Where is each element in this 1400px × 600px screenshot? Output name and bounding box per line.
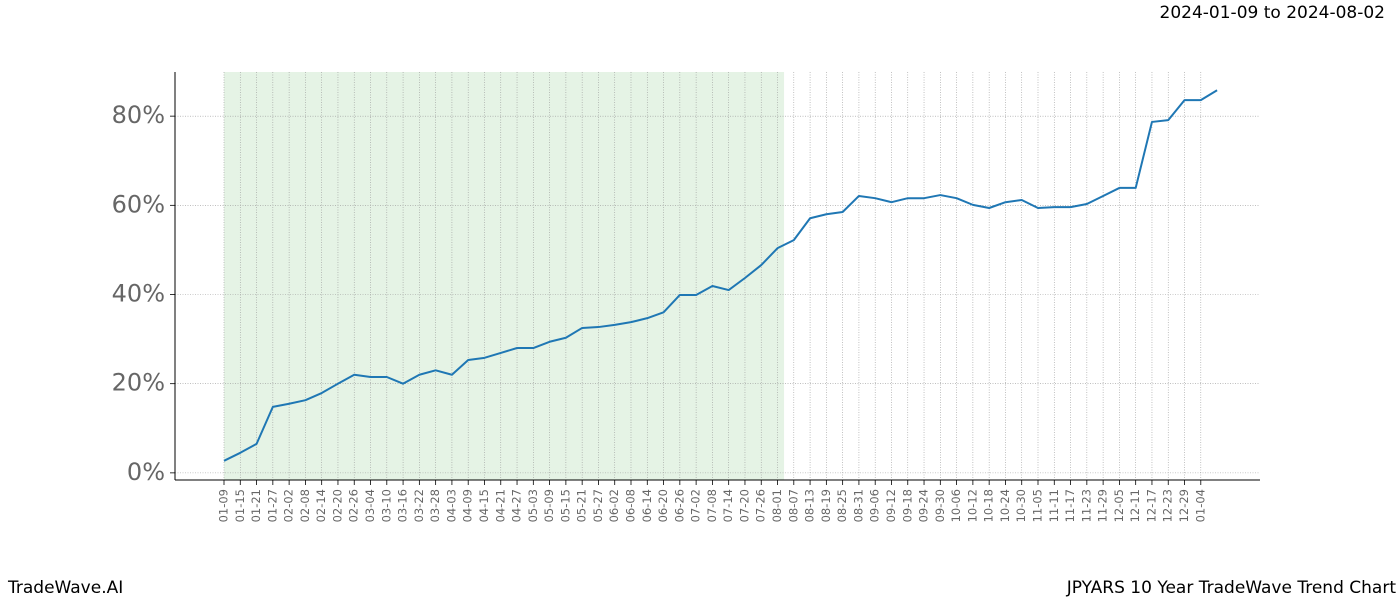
x-tick-label: 05-15: [558, 489, 572, 522]
x-tick-label: 11-05: [1031, 489, 1045, 522]
x-tick-label: 12-29: [1177, 489, 1191, 522]
x-tick-label: 10-18: [982, 489, 996, 522]
x-tick-label: 09-18: [900, 489, 914, 522]
x-tick-label: 12-17: [1144, 489, 1158, 522]
x-tick-label: 11-23: [1079, 489, 1093, 522]
x-tick-label: 04-03: [444, 489, 458, 522]
x-tick-label: 12-23: [1161, 489, 1175, 522]
x-tick-label: 01-21: [249, 489, 263, 522]
x-tick-label: 03-22: [412, 489, 426, 522]
x-tick-label: 07-20: [737, 489, 751, 522]
x-tick-label: 12-05: [1112, 489, 1126, 522]
x-tick-label: 05-03: [526, 489, 540, 522]
x-tick-label: 05-21: [575, 489, 589, 522]
x-tick-label: 02-20: [330, 489, 344, 522]
y-tick-label: 20%: [112, 369, 165, 397]
x-tick-label: 11-29: [1096, 489, 1110, 522]
x-tick-label: 10-06: [949, 489, 963, 522]
x-tick-label: 10-12: [965, 489, 979, 522]
x-tick-label: 02-08: [298, 489, 312, 522]
x-tick-label: 04-21: [493, 489, 507, 522]
x-tick-label: 04-09: [461, 489, 475, 522]
x-tick-label: 05-09: [542, 489, 556, 522]
x-tick-label: 02-14: [314, 489, 328, 522]
chart-subtitle: 2024-01-09 to 2024-08-02: [1160, 3, 1385, 23]
x-tick-label: 11-11: [1047, 489, 1061, 522]
x-tick-label: 07-26: [754, 489, 768, 522]
x-tick-label: 03-28: [428, 489, 442, 522]
x-tick-label: 01-04: [1193, 489, 1207, 522]
x-tick-label: 07-02: [689, 489, 703, 522]
x-tick-label: 04-15: [477, 489, 491, 522]
x-tick-label: 08-13: [803, 489, 817, 522]
x-tick-label: 05-27: [591, 489, 605, 522]
x-tick-label: 06-26: [672, 489, 686, 522]
x-tick-label: 08-25: [835, 489, 849, 522]
x-tick-label: 01-09: [217, 489, 231, 522]
y-tick-label: 80%: [112, 101, 165, 129]
y-tick-label: 0%: [127, 458, 165, 486]
x-tick-label: 04-27: [510, 489, 524, 522]
x-tick-label: 10-30: [1014, 489, 1028, 522]
x-tick-label: 09-30: [933, 489, 947, 522]
x-tick-label: 01-27: [265, 489, 279, 522]
y-tick-label: 60%: [112, 190, 165, 218]
x-tick-label: 02-02: [282, 489, 296, 522]
x-tick-label: 10-24: [998, 489, 1012, 522]
x-tick-label: 09-12: [884, 489, 898, 522]
x-tick-label: 09-24: [917, 489, 931, 522]
x-tick-label: 01-15: [233, 489, 247, 522]
x-tick-label: 08-07: [786, 489, 800, 522]
x-tick-label: 07-14: [721, 489, 735, 522]
footer-right: JPYARS 10 Year TradeWave Trend Chart: [1066, 578, 1397, 598]
x-tick-label: 08-01: [770, 489, 784, 522]
x-tick-label: 09-06: [868, 489, 882, 522]
x-tick-label: 03-04: [363, 489, 377, 522]
x-tick-label: 08-31: [851, 489, 865, 522]
x-tick-label: 02-26: [347, 489, 361, 522]
y-tick-label: 40%: [112, 280, 165, 308]
x-tick-label: 03-10: [379, 489, 393, 522]
x-tick-label: 06-02: [607, 489, 621, 522]
x-tick-label: 06-14: [640, 489, 654, 522]
x-tick-label: 06-20: [656, 489, 670, 522]
highlight-span: [224, 72, 785, 480]
x-tick-label: 06-08: [624, 489, 638, 522]
x-tick-label: 07-08: [705, 489, 719, 522]
x-tick-label: 03-16: [396, 489, 410, 522]
x-tick-label: 11-17: [1063, 489, 1077, 522]
footer-left: TradeWave.AI: [7, 578, 123, 598]
trend-line: [223, 89, 1218, 462]
x-tick-label: 08-19: [819, 489, 833, 522]
x-tick-label: 12-11: [1128, 489, 1142, 522]
